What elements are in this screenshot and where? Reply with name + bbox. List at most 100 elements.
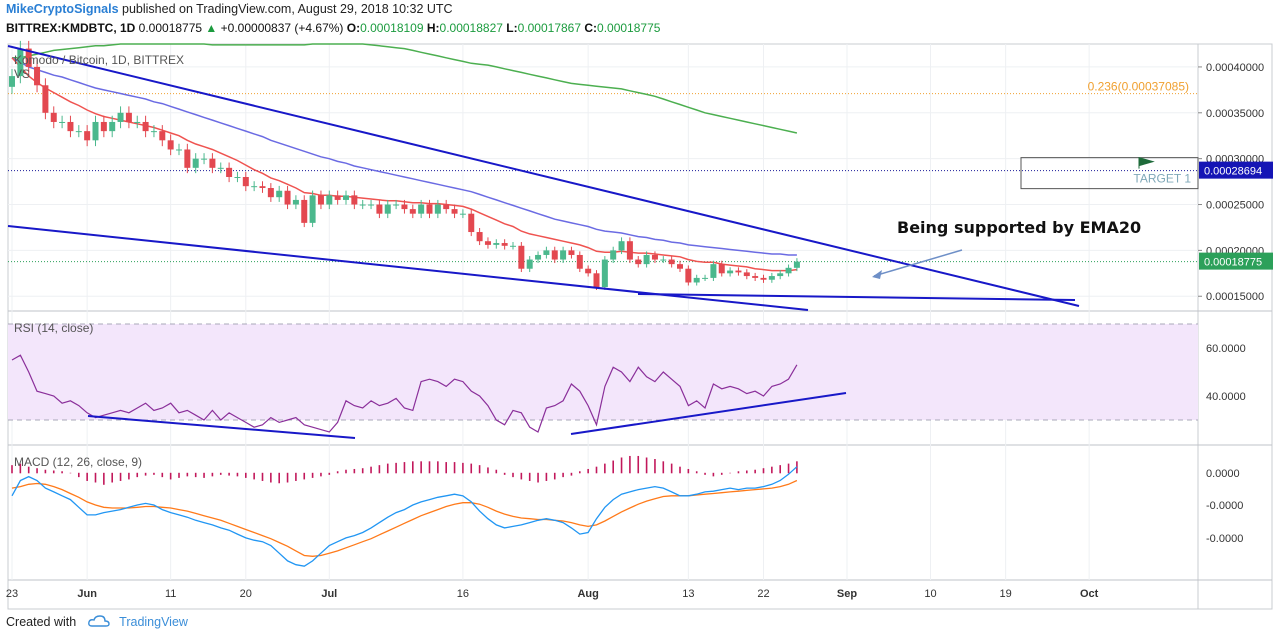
candle-body — [702, 277, 709, 279]
rsi-trendline-up — [570, 392, 847, 435]
rsi-trendline-down — [87, 415, 356, 439]
created-with-text: Created with — [6, 615, 77, 629]
candle-body — [226, 167, 233, 177]
annotation-text: Being supported by EMA20 — [897, 218, 1141, 237]
author-name[interactable]: MikeCryptoSignals — [6, 2, 119, 16]
candle-body — [593, 273, 600, 288]
candle-body — [409, 209, 416, 214]
candle-body — [752, 276, 759, 278]
last-price-tag: 0.00018775 — [1204, 257, 1262, 269]
candle-body — [9, 76, 15, 87]
high-value: 0.00018827 — [439, 21, 503, 35]
rsi-pane-title: RSI (14, close) — [14, 321, 93, 335]
candle-body — [217, 167, 224, 169]
time-tick-label: Sep — [837, 588, 857, 600]
candle-body — [643, 254, 650, 265]
price-pane-subtitle: VS — [14, 67, 30, 81]
candle-body — [685, 268, 692, 283]
macd-pane[interactable]: MACD (12, 26, close, 9) — [11, 455, 798, 567]
candle-body — [651, 254, 658, 260]
candle-body — [351, 195, 358, 205]
annotation-arrow — [873, 249, 963, 277]
time-tick-label: 16 — [457, 588, 469, 600]
close-label: C: — [584, 21, 598, 35]
candle-body — [576, 254, 583, 269]
candle-body — [551, 250, 558, 260]
macd-pane-title: MACD (12, 26, close, 9) — [14, 455, 142, 469]
candle-body — [25, 48, 32, 67]
annotation-arrowhead-icon — [872, 270, 882, 279]
low-value: 0.00017867 — [517, 21, 582, 35]
candle-body — [610, 250, 617, 260]
candle-body — [317, 195, 324, 205]
ma200-line — [12, 43, 798, 134]
candle-body — [100, 121, 107, 132]
candle-body — [75, 131, 82, 133]
time-tick-label: Aug — [577, 588, 598, 600]
candle-body — [259, 186, 266, 189]
candle-body — [601, 259, 608, 288]
candle-body — [284, 190, 291, 205]
time-tick-label: 10 — [924, 588, 936, 600]
candle-body — [434, 204, 441, 214]
candle-body — [359, 204, 366, 206]
macd-tick-label: -0.0000 — [1206, 533, 1243, 545]
candle-body — [184, 149, 191, 168]
candle-body — [785, 267, 792, 274]
candle-body — [543, 250, 550, 255]
time-tick-label: 11 — [165, 588, 176, 600]
candle-body — [401, 204, 408, 210]
ema50-line — [11, 57, 797, 256]
target-label: TARGET 1 — [1133, 172, 1191, 186]
candle-body — [167, 140, 174, 150]
candle-body — [501, 243, 508, 246]
candle-body — [201, 158, 208, 160]
candle-body — [677, 264, 683, 269]
candle-body — [34, 66, 41, 86]
candle-body — [176, 149, 182, 151]
candle-body — [718, 264, 725, 274]
candle-body — [626, 241, 633, 260]
candle-body — [710, 264, 717, 278]
publish-line: MikeCryptoSignals published on TradingVi… — [6, 2, 453, 16]
candle-body — [459, 213, 466, 215]
time-tick-label: 19 — [1000, 588, 1012, 600]
candle-body — [234, 177, 241, 178]
macd-tick-label: -0.0000 — [1206, 500, 1243, 512]
candle-body — [142, 121, 149, 132]
candle-body — [476, 232, 483, 242]
candle-body — [493, 243, 500, 245]
candle-body — [535, 254, 542, 260]
candle-body — [301, 199, 308, 223]
candle-body — [67, 121, 74, 132]
symbol-label: BITTREX:KMDBTC, 1D — [6, 21, 136, 35]
candle-body — [384, 204, 391, 214]
open-label: O: — [346, 21, 361, 35]
candle-body — [618, 241, 625, 251]
time-tick-label: Jul — [321, 588, 337, 600]
time-tick-label: 13 — [682, 588, 694, 600]
candle-body — [426, 204, 433, 214]
candle-body — [727, 270, 734, 274]
tradingview-link[interactable]: TradingView — [119, 615, 188, 629]
macd-signal-line — [11, 479, 798, 557]
candle-body — [635, 259, 642, 265]
candle-body — [660, 259, 667, 261]
up-arrow-icon: ▲ — [205, 21, 218, 35]
support-line — [637, 293, 1076, 301]
price-pane[interactable]: 0.236(0.00037085) TARGET 1 Being supported… — [7, 40, 1199, 311]
candle-body — [668, 259, 675, 265]
candle-body — [109, 121, 116, 132]
high-label: H: — [426, 21, 440, 35]
candle-body — [760, 277, 767, 280]
candle-body — [50, 112, 57, 122]
candle-body — [326, 195, 333, 205]
candle-body — [150, 131, 157, 133]
candle-body — [568, 250, 575, 255]
candle-body — [376, 204, 383, 214]
axes: 0.000400000.000350000.000300000.00025000… — [6, 62, 1273, 600]
candle-body — [777, 273, 784, 277]
time-tick-label: 20 — [240, 588, 252, 600]
rsi-pane[interactable]: RSI (14, close) — [8, 321, 1198, 439]
